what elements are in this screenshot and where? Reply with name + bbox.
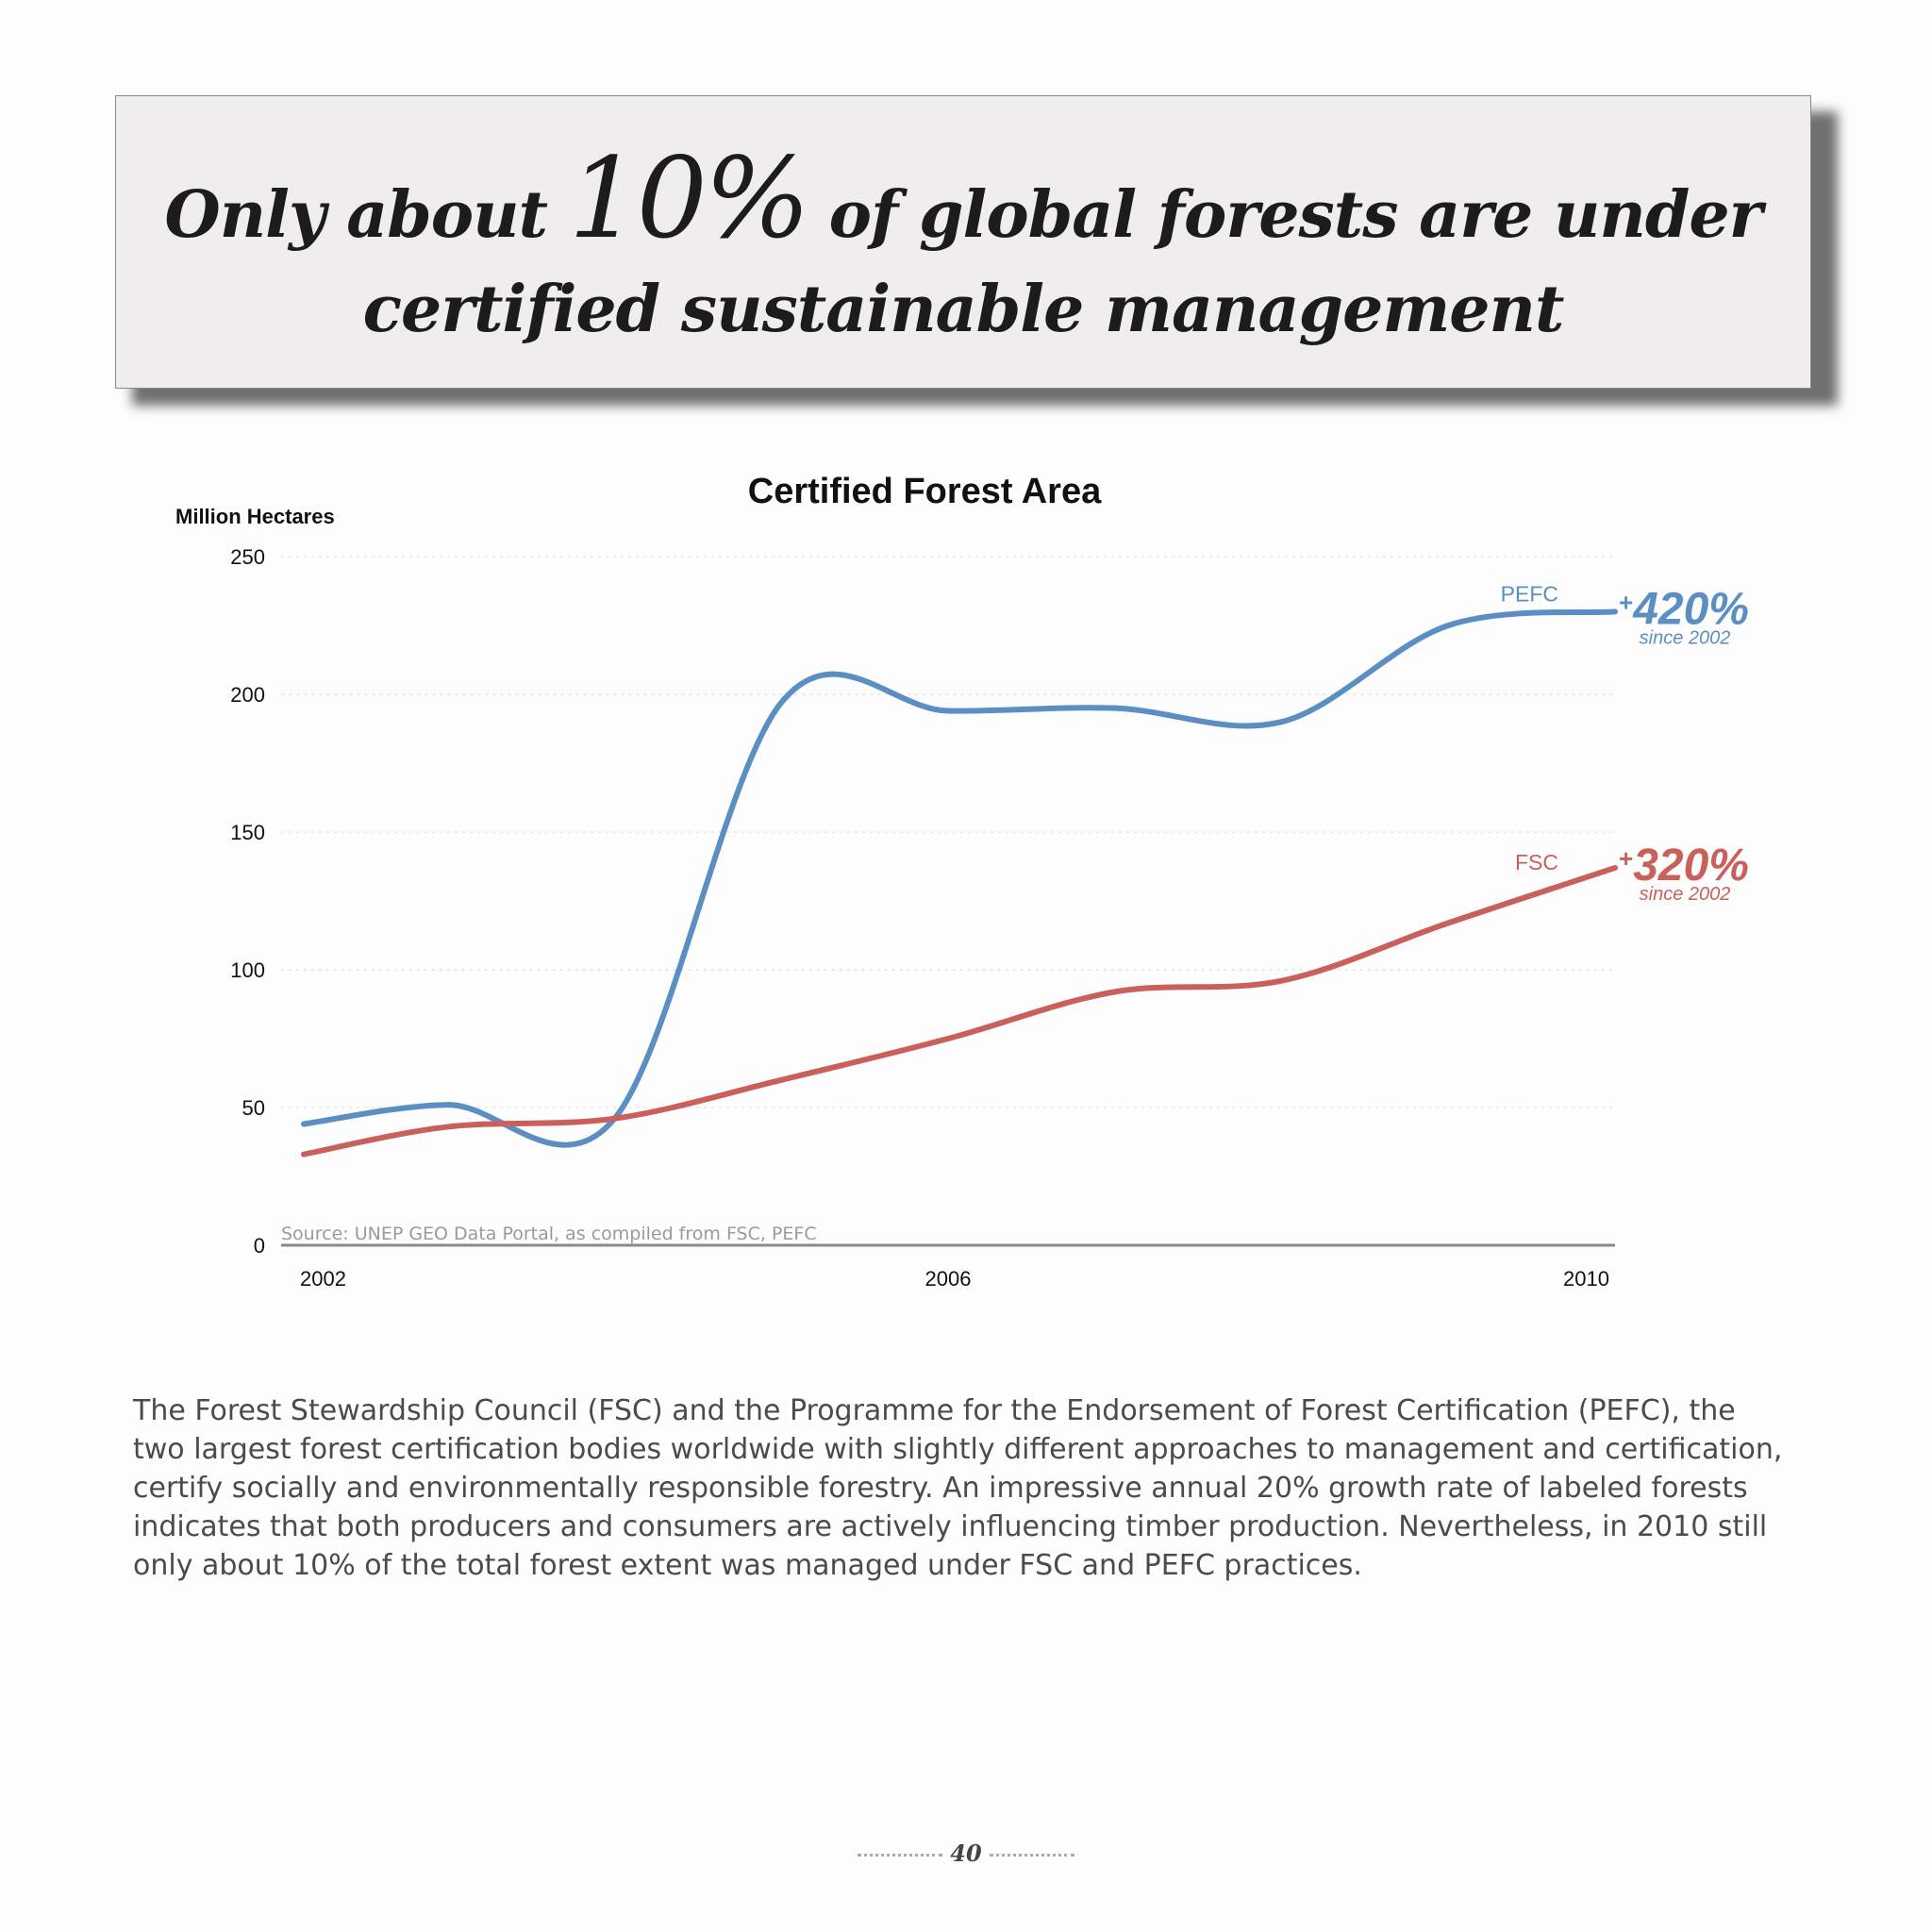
y-tick-label: 250 xyxy=(230,545,265,569)
page-number-dots-right xyxy=(989,1854,1074,1857)
fsc-series-label: FSC xyxy=(1515,850,1558,874)
fsc-growth-prefix: + xyxy=(1619,844,1633,873)
pefc-growth-percent: 420% xyxy=(1632,584,1749,634)
y-tick-label: 0 xyxy=(254,1234,265,1257)
body-paragraph: The Forest Stewardship Council (FSC) and… xyxy=(133,1394,1783,1582)
pefc-series-line xyxy=(301,608,1618,1148)
pefc-series-label: PEFC xyxy=(1501,581,1558,606)
fsc-series-line xyxy=(301,864,1618,1158)
series-lines xyxy=(301,608,1618,1158)
chart-title: Certified Forest Area xyxy=(748,472,1102,511)
pefc-growth-note: since 2002 xyxy=(1640,627,1731,648)
x-tick-label: 2006 xyxy=(925,1267,972,1291)
y-tick-label: 200 xyxy=(230,683,265,707)
y-tick-label: 50 xyxy=(242,1096,265,1120)
y-tick-label: 100 xyxy=(230,958,265,982)
x-tick-label: 2002 xyxy=(300,1267,346,1291)
headline: Only about 10% of global forests are und… xyxy=(116,142,1810,357)
source-note: Source: UNEP GEO Data Portal, as compile… xyxy=(281,1224,817,1244)
pefc-growth-value: +420% xyxy=(1619,584,1749,634)
headline-pre: Only about xyxy=(164,177,549,253)
headline-line-2: certified sustainable management xyxy=(362,272,1565,347)
headline-highlight: 10% xyxy=(568,133,810,263)
x-axis-ticks: 2002 2006 2010 xyxy=(300,1267,1609,1291)
headline-banner: Only about 10% of global forests are und… xyxy=(115,95,1811,389)
page-number-dots-left xyxy=(858,1854,943,1857)
certified-forest-area-chart: Certified Forest Area Million Hectares 0… xyxy=(175,472,1749,1291)
page-number: 40 xyxy=(0,1840,1932,1867)
x-tick-label: 2010 xyxy=(1563,1267,1609,1291)
gridlines xyxy=(281,556,1615,1108)
page-number-value: 40 xyxy=(950,1840,982,1867)
y-axis-ticks: 0 50 100 150 200 250 xyxy=(230,545,265,1257)
pefc-growth-prefix: + xyxy=(1619,588,1633,616)
y-axis-label: Million Hectares xyxy=(175,505,335,528)
fsc-growth-percent: 320% xyxy=(1633,841,1749,891)
y-tick-label: 150 xyxy=(230,821,265,844)
fsc-growth-note: since 2002 xyxy=(1640,884,1731,905)
headline-line-1: Only about 10% of global forests are und… xyxy=(116,142,1810,262)
headline-post: of global forests are under xyxy=(828,177,1763,253)
fsc-growth-value: +320% xyxy=(1619,841,1749,891)
